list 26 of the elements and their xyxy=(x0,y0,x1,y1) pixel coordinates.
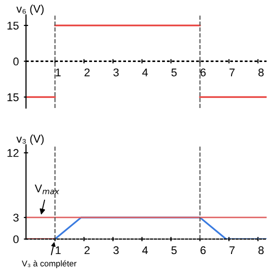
x-tick-label: 7 xyxy=(230,246,235,254)
y-tick-label: 15 xyxy=(8,22,19,30)
y-tick-label: 15 xyxy=(8,93,19,102)
x-tick-label: 5 xyxy=(171,68,177,76)
x-tick-label: 8 xyxy=(258,68,264,76)
x-tick-label: 4 xyxy=(142,246,148,254)
x-tick-label: 5 xyxy=(171,246,177,254)
x-tick-label: 8 xyxy=(258,246,264,254)
x-tick-label: 2 xyxy=(84,246,90,254)
y-axis-title: v₆ (V) xyxy=(16,4,44,15)
y-tick-label: 0 xyxy=(13,235,19,244)
y-tick-label: 12 xyxy=(8,149,18,157)
x-tick-label: 6 xyxy=(200,246,206,254)
x-tick-label: 4 xyxy=(142,68,148,76)
y-tick-label: 3 xyxy=(13,214,19,222)
x-tick-label: 1 xyxy=(56,246,61,254)
ref-line-label: V$_{max}$ xyxy=(34,184,60,194)
annotation: V₃ à compléter xyxy=(22,260,76,268)
x-tick-label: 1 xyxy=(56,68,61,76)
x-tick-label: 6 xyxy=(200,68,206,76)
x-tick-label: 7 xyxy=(230,68,235,76)
x-tick-label: 2 xyxy=(84,68,90,76)
y-axis-title: v₃ (V) xyxy=(16,134,44,145)
x-tick-label: 3 xyxy=(113,246,119,254)
y-tick-label: 0 xyxy=(13,58,19,66)
x-tick-label: 3 xyxy=(113,68,119,76)
